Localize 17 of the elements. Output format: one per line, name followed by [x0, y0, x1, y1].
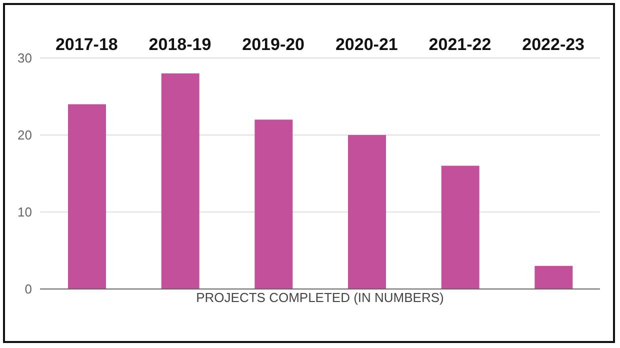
bar [254, 120, 293, 289]
x-tick-label: 2022-23 [522, 35, 585, 54]
bar [161, 73, 200, 289]
bar [68, 104, 106, 289]
y-tick-label: 10 [18, 204, 32, 220]
bar [348, 135, 386, 289]
x-tick-label: 2019-20 [242, 35, 305, 54]
x-tick-label: 2018-19 [148, 35, 212, 54]
y-tick-label: 0 [24, 282, 32, 297]
y-tick-label: 20 [18, 128, 32, 143]
bar [441, 166, 480, 289]
y-tick-label: 30 [18, 50, 32, 66]
x-tick-label: 2021-22 [428, 35, 492, 54]
x-tick-label: 2020-21 [335, 35, 398, 54]
bar [534, 266, 573, 289]
x-tick-label: 2017-18 [55, 35, 118, 54]
x-axis-title: PROJECTS COMPLETED (IN NUMBERS) [195, 290, 445, 305]
